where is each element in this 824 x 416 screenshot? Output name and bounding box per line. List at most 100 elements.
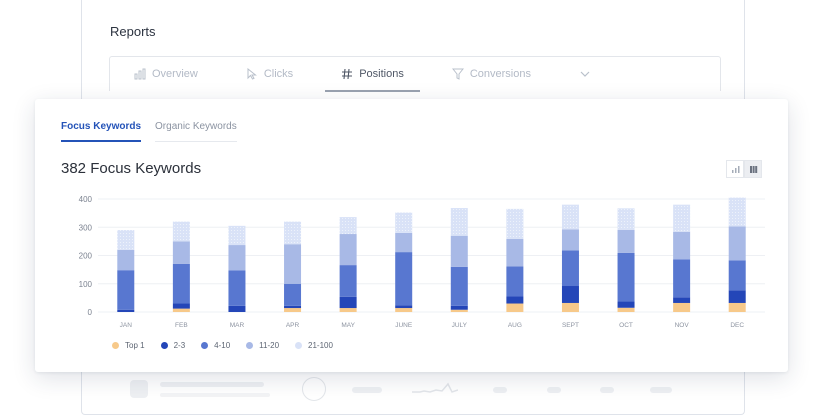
bar-view-button[interactable] <box>726 160 744 178</box>
legend-label: 11-20 <box>259 341 280 350</box>
bar-segment-11-20 <box>228 245 246 271</box>
legend-item-4-10[interactable]: 4-10 <box>201 341 230 350</box>
bar-segment-2-3 <box>617 301 635 308</box>
bar-segment-11-20 <box>172 241 190 264</box>
reports-tabs: Overview Clicks Positions Conversions <box>109 56 721 92</box>
bar-segment-2-3 <box>172 303 190 309</box>
skeleton-line <box>160 393 270 397</box>
hash-icon <box>342 68 353 80</box>
bar-segment-21-100 <box>395 212 413 233</box>
bar-segment-11-20 <box>673 231 691 260</box>
legend-swatch <box>295 342 303 349</box>
bar-segment-11-20 <box>284 244 302 284</box>
keyword-tabs: Focus Keywords Organic Keywords <box>61 121 251 142</box>
tab-clicks[interactable]: Clicks <box>222 57 317 91</box>
tab-overview-label: Overview <box>152 68 198 80</box>
chevron-down-icon <box>580 71 590 77</box>
bar-segment-2-3 <box>673 297 691 303</box>
skeleton-pill <box>650 387 672 393</box>
legend-label: 21-100 <box>308 341 333 350</box>
x-tick-label: DEC <box>730 322 744 329</box>
bar-segment-11-20 <box>506 238 524 267</box>
bar-segment-21-100 <box>506 208 524 239</box>
stacked-columns-icon <box>749 165 757 173</box>
y-tick-label: 300 <box>79 223 93 232</box>
bar-chart-icon <box>134 68 146 80</box>
bar-segment-top1 <box>561 302 579 312</box>
legend-swatch <box>246 342 254 349</box>
skeleton-pill <box>600 387 614 393</box>
y-tick-label: 0 <box>88 308 93 317</box>
bar-segment-top1 <box>450 309 468 312</box>
bar-segment-2-3 <box>395 305 413 309</box>
legend-item-21-100[interactable]: 21-100 <box>295 341 333 350</box>
reports-title: Reports <box>110 24 156 39</box>
skeleton-pill <box>493 387 507 393</box>
legend-item-top1[interactable]: Top 1 <box>112 341 145 350</box>
bar-segment-4-10 <box>228 270 246 306</box>
bar-segment-top1 <box>506 303 524 312</box>
stacked-view-button[interactable] <box>744 160 762 178</box>
tab-positions[interactable]: Positions <box>317 57 428 92</box>
bar-segment-11-20 <box>561 229 579 251</box>
legend-label: 4-10 <box>214 341 231 350</box>
tab-focus-keywords[interactable]: Focus Keywords <box>61 121 142 142</box>
y-tick-label: 200 <box>79 252 93 261</box>
bar-segment-top1 <box>673 302 691 312</box>
bar-segment-4-10 <box>728 260 746 291</box>
x-tick-label: MAR <box>230 322 245 329</box>
tab-clicks-label: Clicks <box>263 68 294 80</box>
bar-segment-4-10 <box>339 265 357 297</box>
bar-segment-4-10 <box>673 259 691 298</box>
tab-conversions[interactable]: Conversions <box>428 57 555 91</box>
bar-segment-11-20 <box>395 232 413 253</box>
stacked-bar-chart: 0 100 200 300 400 JAN FEB MAR APR MAY JUNE JULY AUG S… <box>79 195 765 329</box>
bar-segment-top1 <box>172 308 190 312</box>
x-tick-label: MAY <box>341 322 355 329</box>
tab-positions-label: Positions <box>359 68 404 80</box>
x-tick-label: APR <box>286 322 300 329</box>
skeleton-pill <box>547 387 561 393</box>
bar-segment-11-20 <box>450 235 468 267</box>
bar-segment-top1 <box>617 307 635 312</box>
bar-segment-2-3 <box>117 309 135 312</box>
x-tick-label: JAN <box>120 322 133 329</box>
bar-segment-4-10 <box>506 266 524 297</box>
tab-conversions-label: Conversions <box>469 68 531 80</box>
tab-organic-keywords[interactable]: Organic Keywords <box>155 121 237 142</box>
bar-segment-top1 <box>339 308 357 312</box>
bar-segment-11-20 <box>339 234 357 266</box>
legend-item-11-20[interactable]: 11-20 <box>246 341 279 350</box>
x-tick-label: AUG <box>508 322 522 329</box>
bar-segment-2-3 <box>506 296 524 304</box>
skeleton-circle <box>302 377 326 401</box>
bar-segment-11-20 <box>728 226 746 261</box>
bar-segment-21-100 <box>117 230 135 250</box>
bar-segment-top1 <box>284 308 302 312</box>
bar-segment-top1 <box>395 308 413 312</box>
bar-segment-21-100 <box>284 221 302 245</box>
skeleton-thumbnail <box>130 380 148 398</box>
legend-label: Top 1 <box>125 341 145 350</box>
bar-segment-2-3 <box>728 290 746 303</box>
bar-segment-21-100 <box>673 204 691 232</box>
chart-legend: Top 1 2-3 4-10 11-20 21-100 <box>112 341 333 350</box>
bar-segment-2-3 <box>561 286 579 303</box>
bar-segment-2-3 <box>228 305 246 312</box>
x-tick-label: JUNE <box>395 322 413 329</box>
x-tick-label: FEB <box>175 322 188 329</box>
bar-segment-4-10 <box>117 270 135 310</box>
chart-view-toggle <box>726 160 762 178</box>
focus-keywords-card: Focus Keywords Organic Keywords 382 Focu… <box>35 99 788 372</box>
legend-item-2-3[interactable]: 2-3 <box>160 341 185 350</box>
bar-segment-21-100 <box>450 208 468 236</box>
bar-segment-4-10 <box>617 252 635 302</box>
y-tick-label: 400 <box>79 195 93 204</box>
tabs-more-dropdown[interactable] <box>555 57 615 91</box>
tab-overview[interactable]: Overview <box>110 57 222 91</box>
bar-segment-2-3 <box>450 305 468 310</box>
bar-segment-11-20 <box>117 249 135 271</box>
filter-icon <box>451 68 464 80</box>
skeleton-sparkline <box>412 382 458 393</box>
x-tick-label: NOV <box>675 322 690 329</box>
